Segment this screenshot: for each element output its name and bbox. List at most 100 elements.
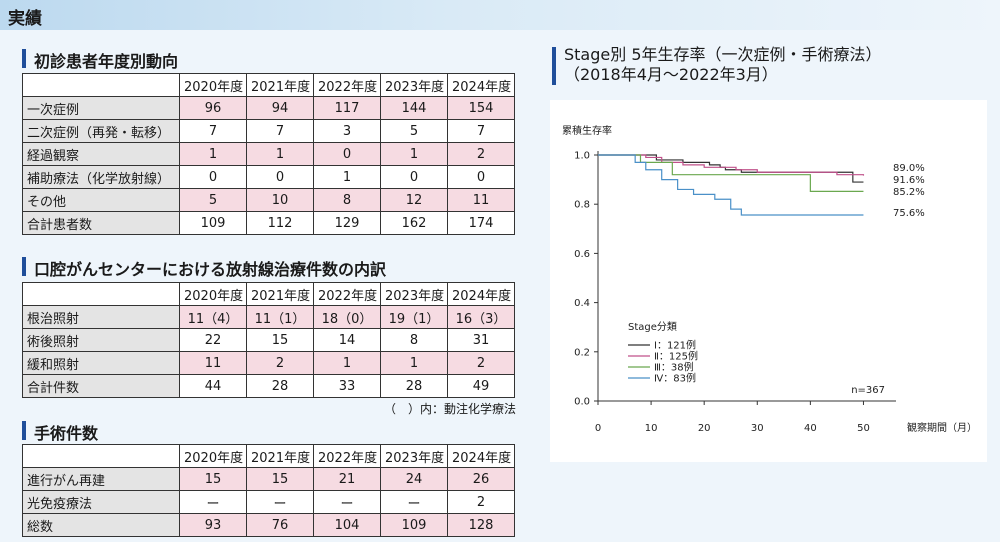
radiation-table: 2020年度 2021年度 2022年度 2023年度 2024年度 根治照射 11（4） 1… [22, 282, 515, 398]
x-tick-label: 30 [751, 423, 764, 434]
new-patients-table: 2020年度 2021年度 2022年度 2023年度 2024年度 一次症例 96 94 11… [22, 73, 515, 235]
table-cell: 11（1） [246, 305, 314, 329]
table-row: 合計件数 44 28 33 28 49 [22, 374, 515, 398]
table-cell: 1 [380, 351, 448, 375]
table-cell: 5 [380, 119, 448, 143]
table-row: 光免疫療法ーーーー 2 [22, 490, 515, 514]
new-patients-header-row: 2020年度 2021年度 2022年度 2023年度 2024年度 [22, 73, 515, 97]
legend-entry: Ⅰ：121例 [654, 339, 696, 352]
table-cell: 104 [313, 513, 381, 537]
new-patients-corner-cell [22, 73, 180, 97]
row-label: 術後照射 [22, 328, 180, 352]
row-label: 光免疫療法 [22, 490, 180, 514]
table-cell: 28 [246, 374, 314, 398]
y-axis-label: 累積生存率 [562, 124, 612, 137]
table-cell: 96 [179, 96, 247, 120]
end-value-label: 75.6% [893, 208, 925, 219]
table-cell: 154 [447, 96, 515, 120]
table-cell: 7 [246, 119, 314, 143]
table-cell: 0 [380, 165, 448, 189]
table-cell: 1 [380, 142, 448, 166]
survival-line-stage-4 [598, 154, 864, 216]
table-cell: 3 [313, 119, 381, 143]
table-cell: 1 [246, 142, 314, 166]
legend-entry: Ⅲ：38例 [654, 361, 694, 374]
surgery-year-header: 2024年度 [447, 444, 515, 468]
radiation-note: （ ）内：動注化学療法 [384, 402, 517, 416]
row-label: その他 [22, 188, 180, 212]
table-cell: 129 [313, 211, 381, 235]
table-row: 術後照射 22 15 14 8 31 [22, 328, 515, 352]
legend-title: Stage分類 [628, 321, 677, 333]
table-cell: 11 [179, 351, 247, 375]
table-row: 総数 93 76 104 109 128 [22, 513, 515, 537]
table-cell: 5 [179, 188, 247, 212]
page-title: 実績 [8, 9, 42, 29]
table-cell: ー [246, 490, 314, 514]
table-cell: 18（0） [313, 305, 381, 329]
survival-line-stage-2 [598, 154, 865, 176]
surgery-year-header: 2022年度 [313, 444, 381, 468]
table-cell: 8 [313, 188, 381, 212]
table-cell: 21 [313, 467, 381, 491]
table-cell: 24 [380, 467, 448, 491]
table-cell: 26 [447, 467, 515, 491]
y-tick-label: 1.0 [574, 151, 590, 162]
radiation-corner-cell [22, 282, 180, 306]
table-cell: 94 [246, 96, 314, 120]
table-row: 緩和照射 11 2 1 1 2 [22, 351, 515, 375]
table-cell: 12 [380, 188, 448, 212]
surgery-year-header: 2023年度 [380, 444, 448, 468]
legend-entry: Ⅳ：83例 [654, 372, 696, 385]
table-cell: ー [179, 490, 247, 514]
radiation-header-row: 2020年度 2021年度 2022年度 2023年度 2024年度 [22, 282, 515, 306]
table-cell: 28 [380, 374, 448, 398]
table-cell: 10 [246, 188, 314, 212]
surgery-table: 2020年度 2021年度 2022年度 2023年度 2024年度 進行がん再建 15 15… [22, 444, 515, 537]
survival-line-stage-1 [598, 154, 864, 183]
row-label: 総数 [22, 513, 180, 537]
row-label: 補助療法（化学放射線） [22, 165, 180, 189]
table-cell: 15 [246, 467, 314, 491]
table-cell: 112 [246, 211, 314, 235]
header-bar [0, 0, 1000, 30]
table-cell: 109 [179, 211, 247, 235]
y-tick-label: 0.2 [574, 347, 590, 358]
table-cell: 162 [380, 211, 448, 235]
new-patients-year-header: 2023年度 [380, 73, 448, 97]
table-cell: 11（4） [179, 305, 247, 329]
x-tick-label: 10 [645, 423, 658, 434]
y-tick-label: 0.4 [574, 298, 590, 309]
table-cell: 8 [380, 328, 448, 352]
table-cell: 2 [246, 351, 314, 375]
chart-panel: 累積生存率 0.0 0.2 0.4 0.6 0.8 1.0 0 10 20 30 40 50 観察期間（月… [550, 100, 987, 462]
table-cell: 2 [447, 142, 515, 166]
row-label: 二次症例（再発・転移） [22, 119, 180, 143]
y-tick-label: 0.0 [574, 397, 590, 408]
new-patients-year-header: 2022年度 [313, 73, 381, 97]
x-tick-label: 20 [698, 423, 711, 434]
table-cell: 93 [179, 513, 247, 537]
row-label: 経過観察 [22, 142, 180, 166]
table-row: 一次症例 96 94 117 144 154 [22, 96, 515, 120]
survival-chart: 累積生存率 0.0 0.2 0.4 0.6 0.8 1.0 0 10 20 30 40 50 観察期間（月… [562, 124, 977, 434]
table-cell: 0 [246, 165, 314, 189]
new-patients-title: 初診患者年度別動向 [22, 48, 178, 72]
y-tick-label: 0.8 [574, 200, 590, 211]
surgery-year-header: 2021年度 [246, 444, 314, 468]
end-value-label: 85.2% [893, 187, 925, 198]
y-tick-label: 0.6 [574, 249, 590, 260]
table-cell: 76 [246, 513, 314, 537]
radiation-year-header: 2020年度 [179, 282, 247, 306]
row-label: 合計患者数 [22, 211, 180, 235]
table-cell: 11 [447, 188, 515, 212]
radiation-year-header: 2023年度 [380, 282, 448, 306]
table-cell: 49 [447, 374, 515, 398]
survival-line-stage-3 [598, 154, 864, 193]
table-cell: 7 [447, 119, 515, 143]
radiation-title: 口腔がんセンターにおける放射線治療件数の内訳 [22, 256, 386, 280]
n-label: n=367 [851, 385, 885, 396]
surgery-header-row: 2020年度 2021年度 2022年度 2023年度 2024年度 [22, 444, 515, 468]
row-label: 一次症例 [22, 96, 180, 120]
row-label: 合計件数 [22, 374, 180, 398]
